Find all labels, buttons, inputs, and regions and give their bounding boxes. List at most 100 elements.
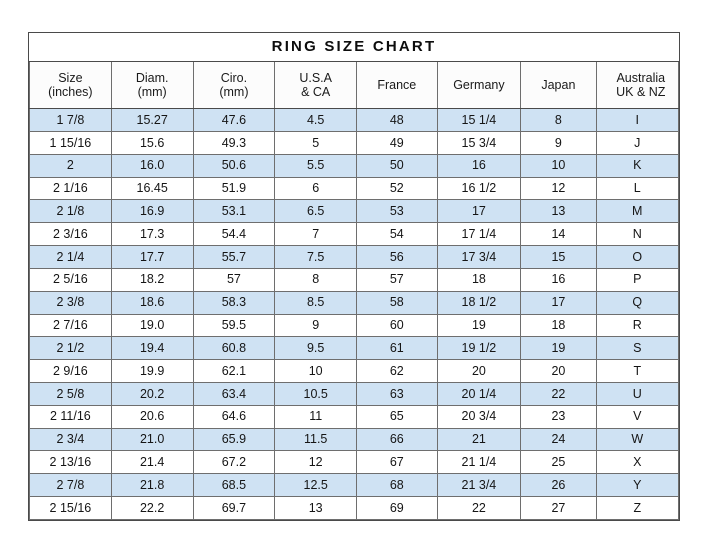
cell-germany: 18	[436, 267, 522, 292]
column-header-line1-japan: Japan	[541, 77, 576, 92]
table-row: 2 1/2 19.4 60.8 9.5 61 19 1/2 19 S	[29, 336, 680, 361]
cell-france: 54	[356, 222, 438, 247]
cell-circ: 51.9	[192, 176, 276, 201]
cell-aus: L	[595, 176, 680, 201]
column-header-aus: Australia UK & NZ	[595, 60, 680, 110]
cell-aus: U	[595, 382, 680, 406]
cell-size: 2 13/16	[29, 450, 112, 475]
column-header-diam: Diam. (mm)	[110, 60, 194, 110]
cell-usa: 6.5	[274, 199, 358, 224]
cell-germany: 18 1/2	[436, 290, 522, 315]
cell-diam: 19.9	[110, 359, 194, 383]
cell-circ: 57	[192, 267, 276, 292]
cell-size: 2 5/8	[29, 382, 112, 406]
cell-germany: 17 3/4	[436, 245, 522, 269]
column-header-label-diam: Diam. (mm)	[112, 71, 193, 99]
table-row: 2 15/16 22.2 69.7 13 69 22 27 Z	[29, 496, 680, 520]
cell-germany: 22	[436, 496, 522, 520]
cell-diam: 16.0	[110, 153, 194, 178]
cell-japan: 25	[520, 450, 597, 475]
column-header-line1-diam: Diam.	[135, 70, 169, 85]
cell-usa: 4.5	[274, 108, 358, 132]
cell-japan: 27	[520, 496, 597, 520]
page-title: RING SIZE CHART	[271, 37, 437, 55]
cell-diam: 15.6	[110, 130, 194, 155]
column-header-line1-germany: Germany	[453, 77, 505, 92]
cell-germany: 19	[436, 313, 522, 338]
cell-france: 52	[356, 176, 438, 201]
cell-germany: 20 3/4	[436, 404, 522, 429]
column-header-line2-size: (inches)	[48, 84, 93, 99]
cell-circ: 53.1	[192, 199, 276, 224]
table-row: 1 7/8 15.27 47.6 4.5 48 15 1/4 8 I	[29, 108, 680, 132]
cell-japan: 23	[520, 404, 597, 429]
cell-japan: 16	[520, 267, 597, 292]
column-header-usa: U.S.A & CA	[274, 60, 358, 110]
cell-japan: 20	[520, 359, 597, 383]
cell-japan: 12	[520, 176, 597, 201]
cell-france: 58	[356, 290, 438, 315]
cell-size: 2 7/8	[29, 473, 112, 498]
cell-size: 2 3/16	[29, 222, 112, 247]
cell-france: 53	[356, 199, 438, 224]
table-row: 2 3/8 18.6 58.3 8.5 58 18 1/2 17 Q	[29, 290, 680, 315]
cell-aus: N	[595, 222, 680, 247]
column-header-label-size: Size (inches)	[30, 71, 111, 99]
cell-japan: 9	[520, 130, 597, 155]
cell-france: 57	[356, 267, 438, 292]
cell-diam: 15.27	[110, 108, 194, 132]
cell-japan: 24	[520, 427, 597, 452]
cell-france: 69	[356, 496, 438, 520]
cell-circ: 63.4	[192, 382, 276, 406]
cell-size: 2 7/16	[29, 313, 112, 338]
cell-germany: 19 1/2	[436, 336, 522, 361]
cell-aus: K	[595, 153, 680, 178]
cell-circ: 55.7	[192, 245, 276, 269]
column-header-label-france: France	[357, 78, 436, 92]
cell-germany: 21	[436, 427, 522, 452]
cell-france: 48	[356, 108, 438, 132]
cell-usa: 10	[274, 359, 358, 383]
column-header-label-usa: U.S.A & CA	[275, 71, 356, 99]
cell-diam: 16.9	[110, 199, 194, 224]
cell-diam: 19.0	[110, 313, 194, 338]
cell-usa: 13	[274, 496, 358, 520]
cell-france: 65	[356, 404, 438, 429]
cell-circ: 58.3	[192, 290, 276, 315]
cell-circ: 54.4	[192, 222, 276, 247]
column-header-label-germany: Germany	[438, 78, 521, 92]
cell-diam: 22.2	[110, 496, 194, 520]
cell-france: 66	[356, 427, 438, 452]
cell-aus: S	[595, 336, 680, 361]
column-header-line1-size: Size	[58, 70, 83, 85]
cell-germany: 17	[436, 199, 522, 224]
cell-aus: Z	[595, 496, 680, 520]
cell-aus: Y	[595, 473, 680, 498]
cell-aus: V	[595, 404, 680, 429]
cell-germany: 21 3/4	[436, 473, 522, 498]
cell-size: 2 15/16	[29, 496, 112, 520]
cell-japan: 10	[520, 153, 597, 178]
cell-france: 68	[356, 473, 438, 498]
column-header-label-japan: Japan	[521, 78, 595, 92]
cell-circ: 69.7	[192, 496, 276, 520]
table-row: 2 5/16 18.2 57 8 57 18 16 P	[29, 267, 680, 292]
cell-circ: 60.8	[192, 336, 276, 361]
cell-germany: 16	[436, 153, 522, 178]
cell-size: 2 1/16	[29, 176, 112, 201]
table-row: 2 5/8 20.2 63.4 10.5 63 20 1/4 22 U	[29, 382, 680, 406]
cell-france: 61	[356, 336, 438, 361]
cell-aus: P	[595, 267, 680, 292]
cell-circ: 50.6	[192, 153, 276, 178]
cell-size: 2 1/2	[29, 336, 112, 361]
column-header-line1-circ: Ciro.	[220, 70, 248, 85]
cell-japan: 14	[520, 222, 597, 247]
cell-circ: 49.3	[192, 130, 276, 155]
cell-usa: 9	[274, 313, 358, 338]
size-conversion-table: RING SIZE CHART Size (inches) Diam. (mm) Cir…	[29, 33, 680, 520]
cell-size: 2 3/8	[29, 290, 112, 315]
cell-germany: 20	[436, 359, 522, 383]
table-header-row: Size (inches) Diam. (mm) Ciro. (mm) U.S.A & CA F…	[29, 60, 680, 110]
column-header-line1-usa: U.S.A	[299, 70, 332, 85]
cell-usa: 11	[274, 404, 358, 429]
